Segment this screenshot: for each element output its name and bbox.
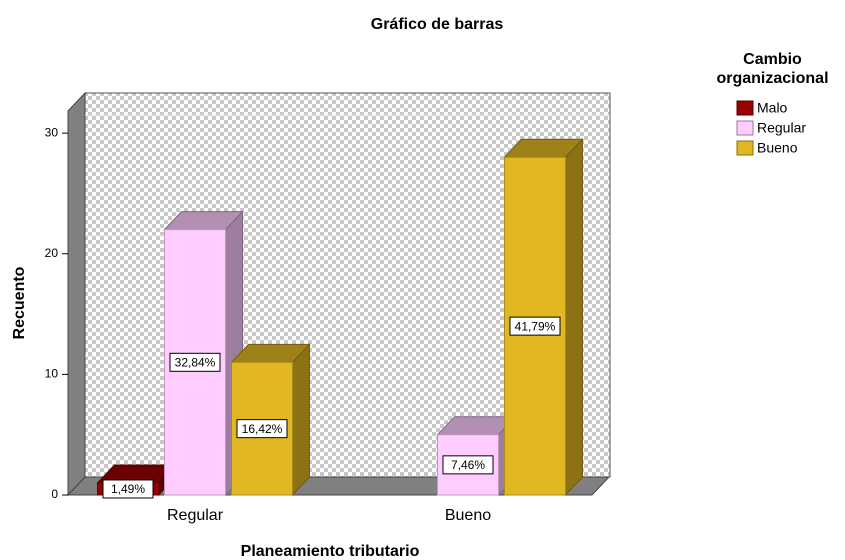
legend-label: Bueno [757,140,798,156]
value-label: 1,49% [111,482,145,496]
legend-swatch [736,140,754,156]
y-axis-title: Recuento [11,266,28,339]
value-label: 7,46% [451,458,485,472]
y-tick-label: 30 [45,125,59,139]
legend-label: Regular [757,120,806,136]
value-label: 16,42% [242,422,283,436]
x-axis-title: Planeamiento tributario [241,543,420,560]
y-tick-label: 10 [45,367,59,381]
legend-swatch [736,120,754,136]
y-tick-label: 0 [51,487,58,501]
y-tick-label: 20 [45,246,59,260]
value-label-box [236,419,288,439]
x-tick-label: Bueno [445,507,491,524]
x-tick-label: Regular [167,507,224,524]
value-label-box [509,316,561,336]
value-label-box [442,455,494,475]
legend-swatch [736,100,754,116]
side-wall [67,91,86,497]
bar-side [565,137,583,497]
legend-title: Cambio organizacional [716,51,829,87]
value-label-box [169,352,221,372]
bar-side [292,343,310,497]
legend-label: Malo [757,100,788,116]
value-label-box [102,479,154,499]
chart-title: Gráfico de barras [371,16,504,33]
value-label: 41,79% [515,319,556,333]
value-label: 32,84% [175,355,216,369]
